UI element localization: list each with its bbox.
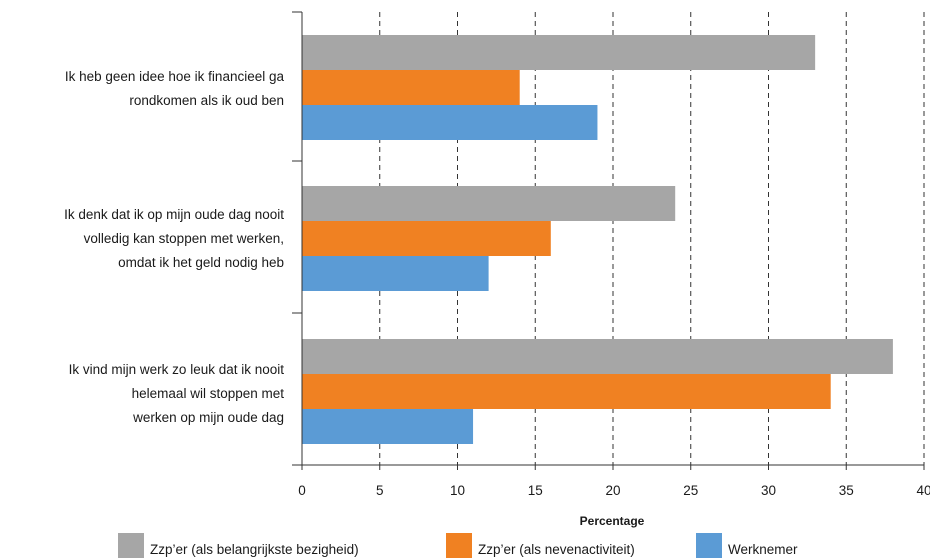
legend-label: Zzp’er (als belangrijkste bezigheid) <box>150 542 359 557</box>
category-label-line: Ik denk dat ik op mijn oude dag nooit <box>64 207 284 222</box>
axes <box>292 11 925 470</box>
legend-label: Zzp’er (als nevenactiviteit) <box>478 542 635 557</box>
category-label-line: Ik heb geen idee hoe ik financieel ga <box>65 69 285 84</box>
x-tick-label: 20 <box>605 483 620 498</box>
legend-swatch <box>696 533 722 558</box>
bar <box>302 70 520 105</box>
category-label: Ik denk dat ik op mijn oude dag nooit vol… <box>64 207 284 270</box>
bar <box>302 221 551 256</box>
legend-label: Werknemer <box>728 542 798 557</box>
legend-swatch <box>118 533 144 558</box>
category-label-line: helemaal wil stoppen met <box>132 386 285 401</box>
bar <box>302 374 831 409</box>
x-axis-title: Percentage <box>580 514 645 528</box>
bar <box>302 186 676 221</box>
category-label-line: Ik vind mijn werk zo leuk dat ik nooit <box>69 362 285 377</box>
category-label-line: rondkomen als ik oud ben <box>129 93 284 108</box>
tick-labels: 0 5 10 15 20 25 30 35 40 <box>298 483 930 498</box>
legend-item: Werknemer <box>696 533 798 558</box>
x-tick-label: 40 <box>916 483 930 498</box>
legend: Zzp’er (als belangrijkste bezigheid) Zzp’… <box>118 533 798 558</box>
bar <box>302 35 816 70</box>
category-label-line: volledig kan stoppen met werken, <box>84 231 284 246</box>
bar <box>302 409 474 444</box>
category-label: Ik vind mijn werk zo leuk dat ik nooit he… <box>69 362 285 425</box>
x-tick-label: 5 <box>376 483 384 498</box>
x-tick-label: 30 <box>761 483 776 498</box>
category-label-line: werken op mijn oude dag <box>132 410 284 425</box>
x-tick-label: 10 <box>450 483 465 498</box>
x-tick-label: 25 <box>683 483 698 498</box>
category-labels: Ik heb geen idee hoe ik financieel ga ron… <box>64 69 284 425</box>
bar <box>302 339 893 374</box>
legend-item: Zzp’er (als nevenactiviteit) <box>446 533 635 558</box>
x-tick-label: 15 <box>528 483 543 498</box>
category-label-line: omdat ik het geld nodig heb <box>118 255 284 270</box>
category-label: Ik heb geen idee hoe ik financieel ga ron… <box>65 69 285 108</box>
bar <box>302 256 489 291</box>
x-tick-label: 0 <box>298 483 306 498</box>
legend-swatch <box>446 533 472 558</box>
legend-item: Zzp’er (als belangrijkste bezigheid) <box>118 533 359 558</box>
bars <box>302 35 893 444</box>
x-tick-label: 35 <box>839 483 854 498</box>
bar <box>302 105 598 140</box>
